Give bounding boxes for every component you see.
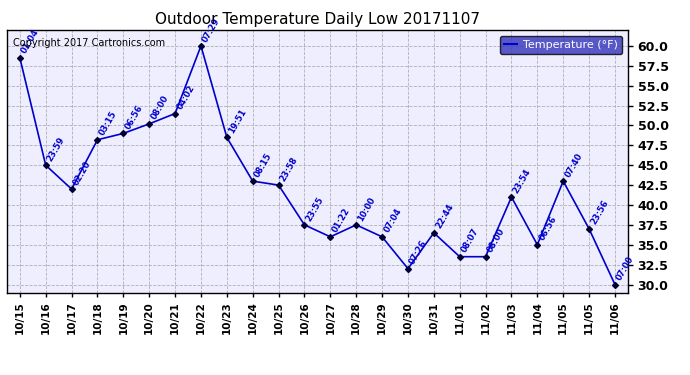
Text: 07:29: 07:29 bbox=[201, 16, 222, 44]
Text: 23:55: 23:55 bbox=[304, 195, 326, 222]
Text: 08:07: 08:07 bbox=[460, 227, 481, 254]
Text: 23:54: 23:54 bbox=[511, 167, 533, 195]
Text: 02:20: 02:20 bbox=[72, 159, 92, 187]
Text: 01:22: 01:22 bbox=[331, 207, 351, 234]
Text: 22:44: 22:44 bbox=[434, 202, 455, 231]
Text: Copyright 2017 Cartronics.com: Copyright 2017 Cartronics.com bbox=[13, 38, 165, 48]
Text: 23:59: 23:59 bbox=[46, 135, 67, 163]
Title: Outdoor Temperature Daily Low 20171107: Outdoor Temperature Daily Low 20171107 bbox=[155, 12, 480, 27]
Text: 03:15: 03:15 bbox=[97, 110, 119, 137]
Text: 19:51: 19:51 bbox=[227, 107, 248, 135]
Text: 23:56: 23:56 bbox=[589, 199, 610, 226]
Text: 07:40: 07:40 bbox=[563, 151, 584, 179]
Text: 04:02: 04:02 bbox=[175, 84, 196, 111]
Text: 08:00: 08:00 bbox=[149, 94, 170, 122]
Text: 10:00: 10:00 bbox=[356, 195, 377, 222]
Text: 08:00: 08:00 bbox=[486, 227, 506, 254]
Text: 23:58: 23:58 bbox=[279, 155, 299, 183]
Text: 01:04: 01:04 bbox=[20, 28, 41, 56]
Text: 06:56: 06:56 bbox=[538, 215, 558, 242]
Text: 07:26: 07:26 bbox=[408, 239, 429, 266]
Text: 06:56: 06:56 bbox=[124, 104, 144, 131]
Text: 07:00: 07:00 bbox=[615, 255, 636, 282]
Legend: Temperature (°F): Temperature (°F) bbox=[500, 36, 622, 54]
Text: 07:04: 07:04 bbox=[382, 207, 403, 234]
Text: 08:15: 08:15 bbox=[253, 151, 274, 179]
